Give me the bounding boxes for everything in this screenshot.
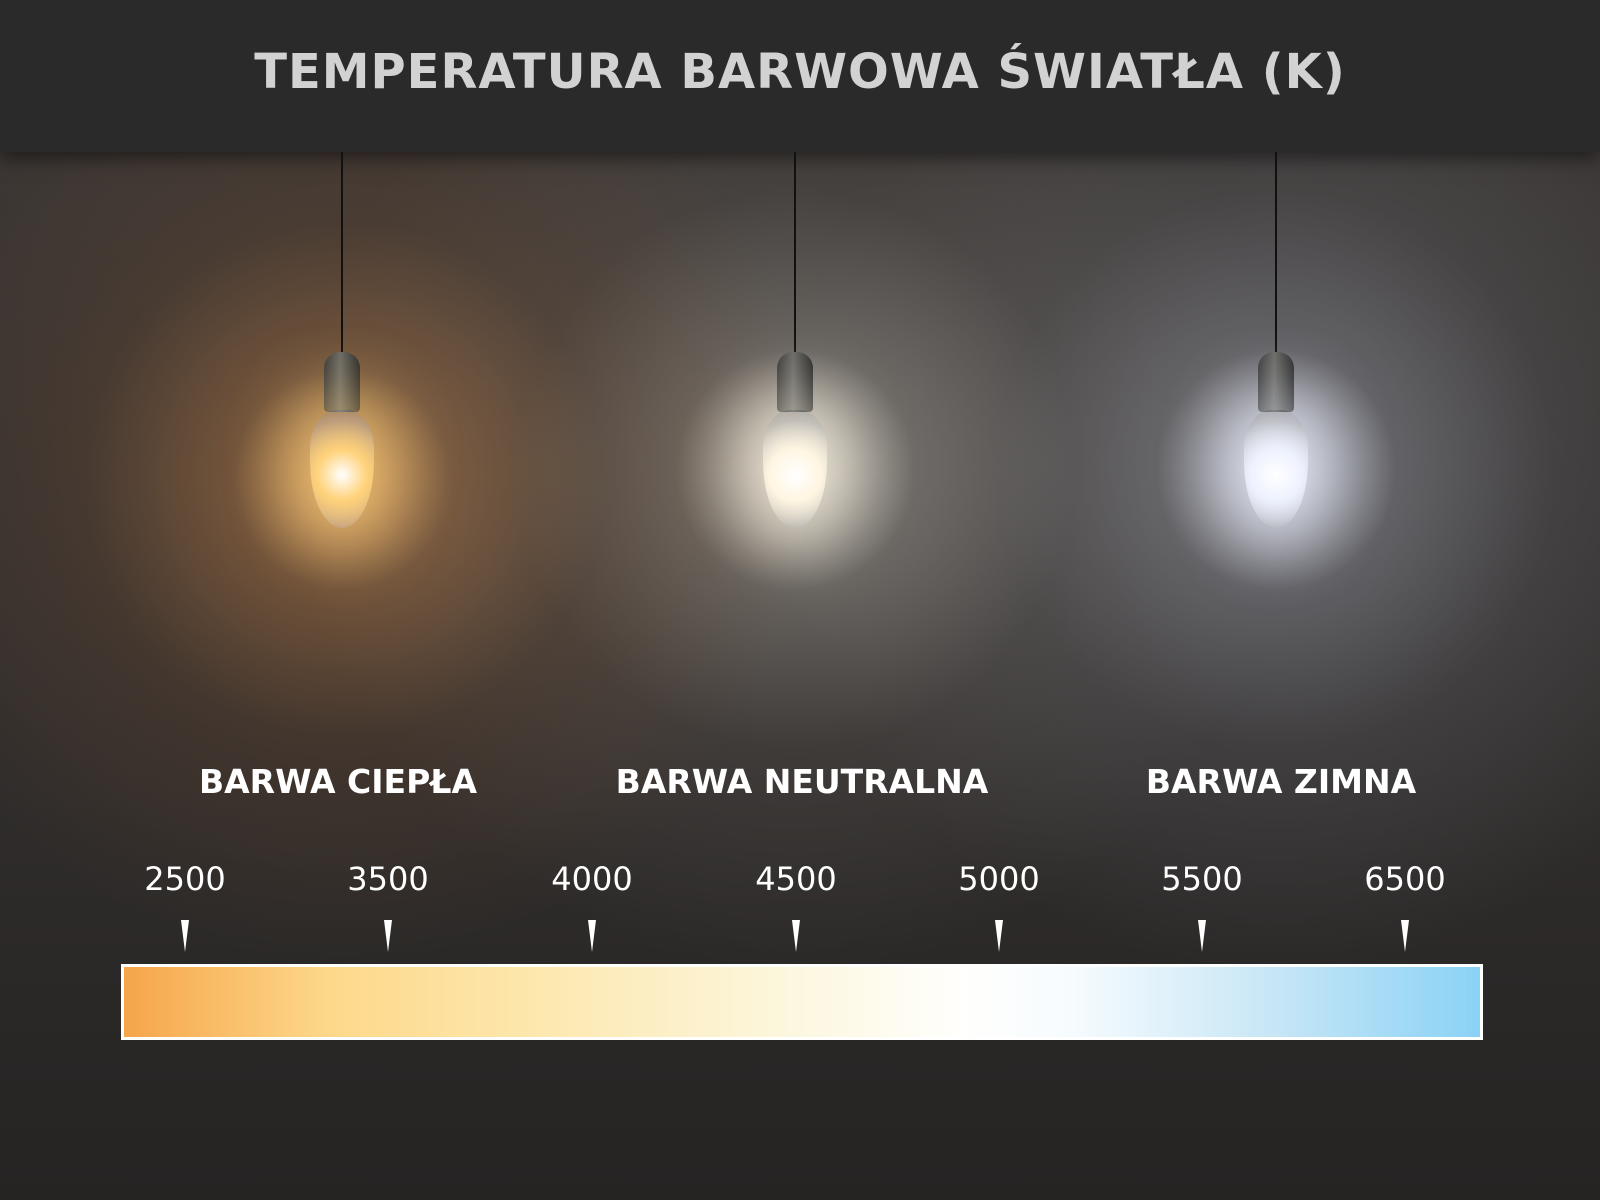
- tick-label: 3500: [347, 860, 429, 898]
- tick-label: 5500: [1161, 860, 1243, 898]
- socket: [1258, 352, 1294, 412]
- label-neutral: BARWA NEUTRALNA: [615, 762, 989, 801]
- tick-label: 6500: [1364, 860, 1446, 898]
- label-cold: BARWA ZIMNA: [1145, 762, 1417, 801]
- cord: [794, 152, 796, 357]
- tick-marker: [1198, 920, 1206, 952]
- cord: [1275, 152, 1277, 357]
- header: TEMPERATURA BARWOWA ŚWIATŁA (K): [0, 0, 1600, 152]
- page-title: TEMPERATURA BARWOWA ŚWIATŁA (K): [254, 44, 1346, 100]
- color-temperature-gradient-bar: [121, 964, 1483, 1040]
- cord: [341, 152, 343, 357]
- tick-marker: [384, 920, 392, 952]
- tick-marker: [181, 920, 189, 952]
- bulb-glass: [310, 410, 374, 528]
- tick-marker: [792, 920, 800, 952]
- tick-marker: [995, 920, 1003, 952]
- bulb-glass: [1244, 410, 1308, 528]
- tick-label: 4500: [755, 860, 837, 898]
- socket: [777, 352, 813, 412]
- light-bulb-2: [1216, 152, 1336, 552]
- label-warm: BARWA CIEPŁA: [198, 762, 478, 801]
- socket: [324, 352, 360, 412]
- light-bulb-0: [282, 152, 402, 552]
- tick-marker: [1401, 920, 1409, 952]
- bulb-glass: [763, 410, 827, 528]
- tick-label: 4000: [551, 860, 633, 898]
- light-bulb-1: [735, 152, 855, 552]
- tick-label: 2500: [144, 860, 226, 898]
- tick-label: 5000: [958, 860, 1040, 898]
- tick-marker: [588, 920, 596, 952]
